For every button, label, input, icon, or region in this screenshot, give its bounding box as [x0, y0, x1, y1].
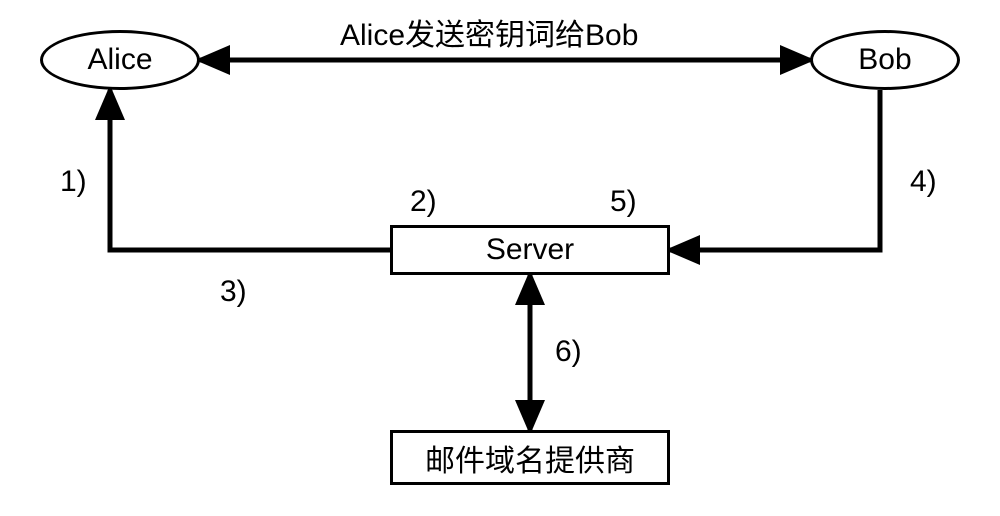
top-caption: Alice发送密钥词给Bob: [340, 10, 638, 54]
node-mail-provider-label: 邮件域名提供商: [425, 436, 635, 480]
node-mail-provider: 邮件域名提供商: [390, 430, 670, 485]
edge-label-6: 6): [555, 335, 582, 369]
edge-bob-server: [670, 90, 880, 250]
node-alice-label: Alice: [87, 43, 152, 77]
diagram-container: { "type": "flowchart", "nodes": { "alice…: [0, 0, 1000, 516]
node-alice: Alice: [40, 30, 200, 90]
node-bob: Bob: [810, 30, 960, 90]
edge-label-4: 4): [910, 165, 937, 199]
edge-label-2: 2): [410, 185, 437, 219]
node-bob-label: Bob: [858, 43, 911, 77]
edge-server-alice: [110, 90, 390, 250]
edge-label-5: 5): [610, 185, 637, 219]
edge-label-3: 3): [220, 275, 247, 309]
edge-label-1: 1): [60, 165, 87, 199]
node-server-label: Server: [486, 233, 574, 267]
node-server: Server: [390, 225, 670, 275]
